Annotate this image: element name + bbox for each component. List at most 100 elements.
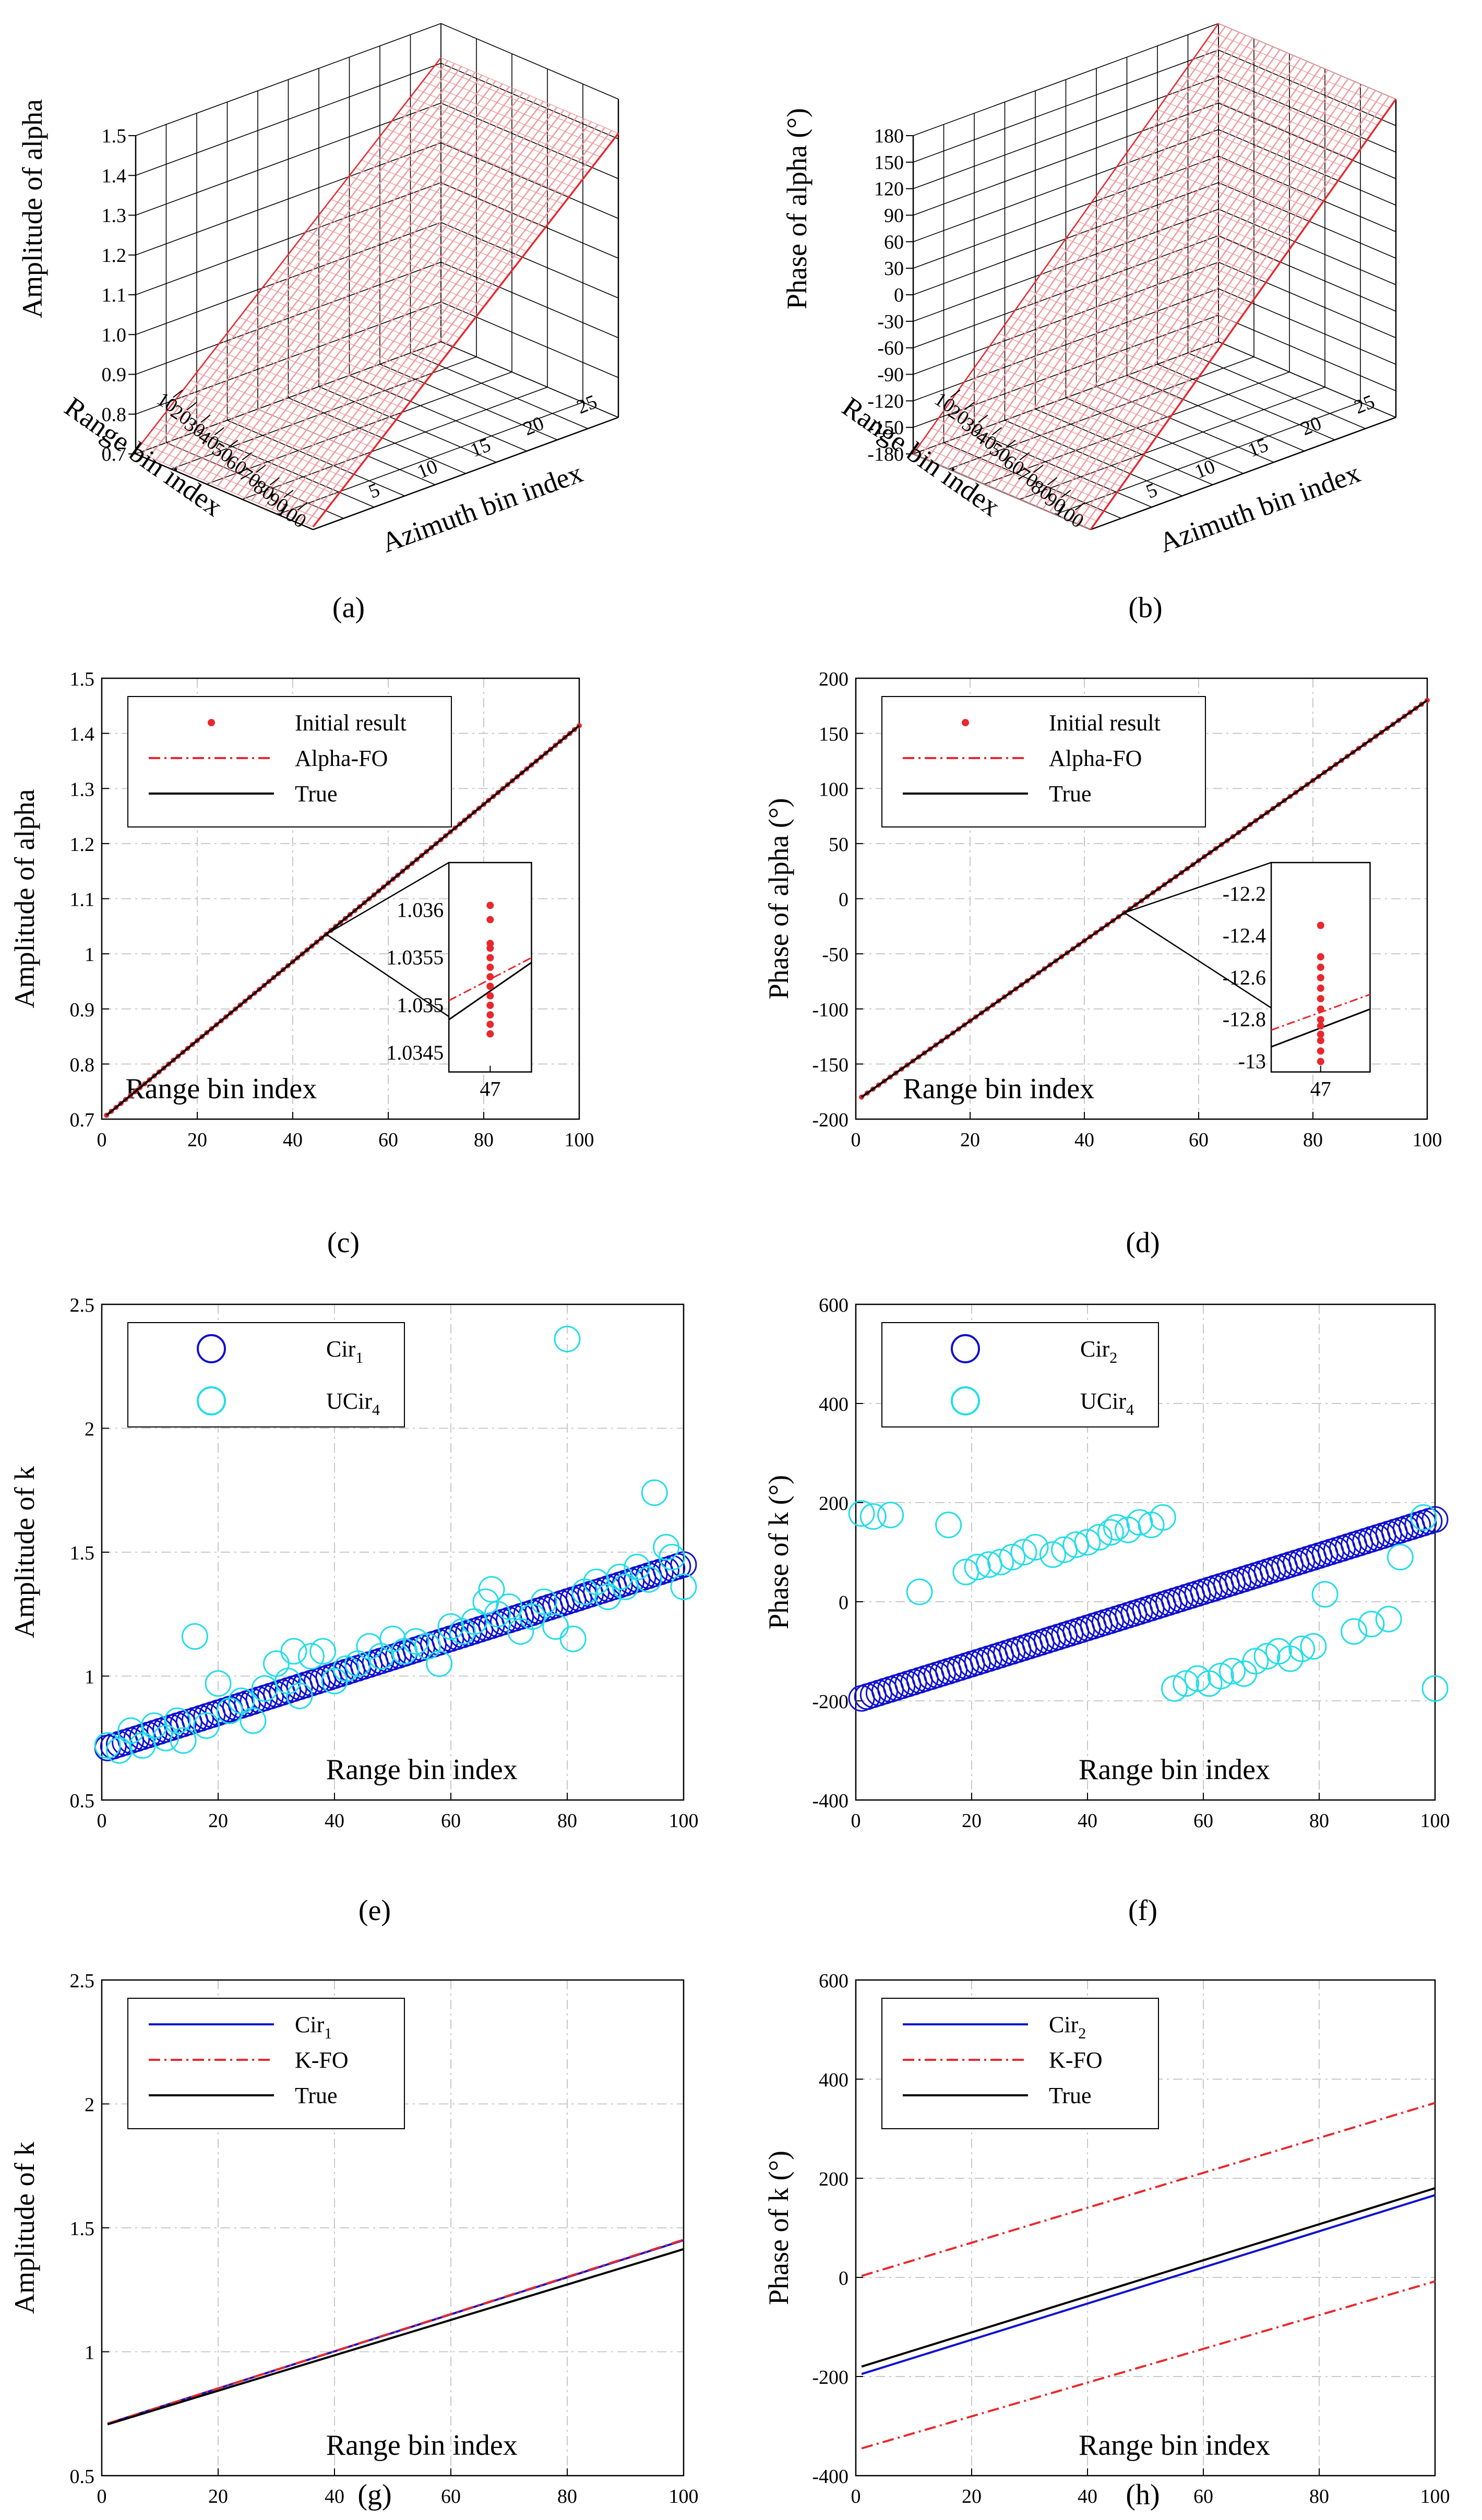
y-tick-mark [991,427,1002,436]
surface-line [233,325,411,401]
legend-marker-0 [208,719,215,726]
inset-point [1317,1058,1324,1065]
surface-line [325,207,503,283]
legend-label-0: Cir1 [295,2012,332,2042]
grid-wall-line [1218,235,1396,312]
x-axis-label: Azimuth bin index [1155,457,1364,559]
surface-line [160,419,338,496]
grid-floor-line [440,341,619,418]
legend-box [881,1998,1159,2129]
x-tick-label: 0 [851,2486,861,2507]
inset-y-tick-label: 1.036 [397,898,444,921]
caption: (c) [327,1227,360,1259]
surface-line [1181,75,1360,151]
y-tick-label: 2 [85,2094,94,2116]
x-tick-label: 0 [97,1810,107,1832]
surface-line [1010,316,1189,392]
data-point [205,1670,232,1697]
inset-point [486,1001,494,1009]
surface-line [1139,135,1317,212]
legend-label-0: Cir2 [1049,2012,1086,2042]
grid-wall-line [1218,102,1396,179]
inset-point [1317,1016,1324,1024]
y-tick-label: 600 [819,1970,848,1992]
grid-wall-line [1218,129,1396,206]
surface-line [1157,109,1335,186]
grid-floor-line [1019,387,1325,500]
z-tick-label: 0 [894,284,904,306]
x-tick-label: 80 [1303,1129,1323,1151]
legend-label-base: K-FO [1049,2047,1103,2073]
x-tick-label: 100 [669,2486,699,2507]
y-tick-label: 600 [819,1294,848,1316]
legend-label-1: K-FO [1049,2047,1103,2073]
data-point [1375,1605,1402,1633]
grid-wall-line [1218,315,1396,391]
series-line-k-fo [107,2238,684,2425]
surface-line [282,262,460,339]
grid-wall-line [440,142,619,219]
y-tick-mark [1074,502,1085,511]
z-tick-label: -90 [877,364,904,386]
x-tick-label: 25 [573,391,600,418]
surface-line [937,419,1116,496]
inset-point [1317,985,1324,992]
series-line-true [860,699,1428,1098]
inset-point [486,954,494,962]
legend-marker-1 [197,1386,226,1415]
legend-label-base: True [295,2083,338,2108]
axis-edge [313,416,619,531]
legend-label-2: True [295,2083,338,2108]
data-point [1387,1544,1414,1570]
data-point [1421,1506,1449,1533]
surface-line [166,411,344,488]
data-point [1126,1509,1153,1536]
legend-label-base: Cir [1080,1336,1110,1362]
data-point [530,1588,557,1615]
data-point [1311,1581,1338,1608]
y-tick-label: 0.5 [70,2466,95,2488]
legend-label-2: True [1049,2083,1092,2108]
legend-label-0: Cir2 [1080,1336,1117,1366]
surface-line [1188,66,1366,143]
surface-line [998,333,1177,410]
grid-floor-line [1188,352,1366,429]
data-point [964,1554,991,1580]
surface-line [1071,230,1250,306]
legend-label-base: Cir [326,1336,356,1362]
surface-line [919,445,1097,522]
surface-line [386,128,564,205]
grid-wall-line [440,261,619,339]
z-tick-label: 1.0 [102,324,127,346]
surface-line [992,341,1170,418]
inset-point [1317,995,1324,1003]
inset-y-tick-label: -12.4 [1223,924,1266,947]
data-point [228,1687,255,1714]
surface-line [1053,255,1232,332]
y-tick-label: 0.7 [70,1109,95,1131]
surface-line [974,367,1152,444]
surface-line [1023,298,1201,375]
y-tick-mark [950,389,961,398]
legend-label-base: True [1049,2083,1092,2108]
inset-point [486,973,494,981]
surface-line [252,301,429,378]
y-axis-label: Amplitude of alpha [9,789,40,1009]
grid-wall-line [1218,261,1396,339]
caption: (d) [1126,1227,1160,1259]
y-tick-label: -400 [812,1790,848,1812]
surface-line [270,278,448,354]
y-tick-label: 1.5 [70,668,95,690]
surface-line [1151,117,1329,195]
surface-line [153,427,332,504]
data-point [1288,1635,1316,1662]
inset-point [1317,1030,1324,1038]
y-tick-label: 1.4 [70,724,95,746]
data-point [1242,1648,1269,1675]
y-tick-label: -100 [812,999,848,1021]
z-tick-label: 1.2 [102,245,127,267]
y-tick-mark [200,414,211,423]
surface-line [943,410,1121,487]
chart-e: 0 20 40 60 80 100 0.5 1 1.5 2 2.5 Amplitude of k Ran… [9,1294,699,1927]
surface-line [172,403,350,480]
